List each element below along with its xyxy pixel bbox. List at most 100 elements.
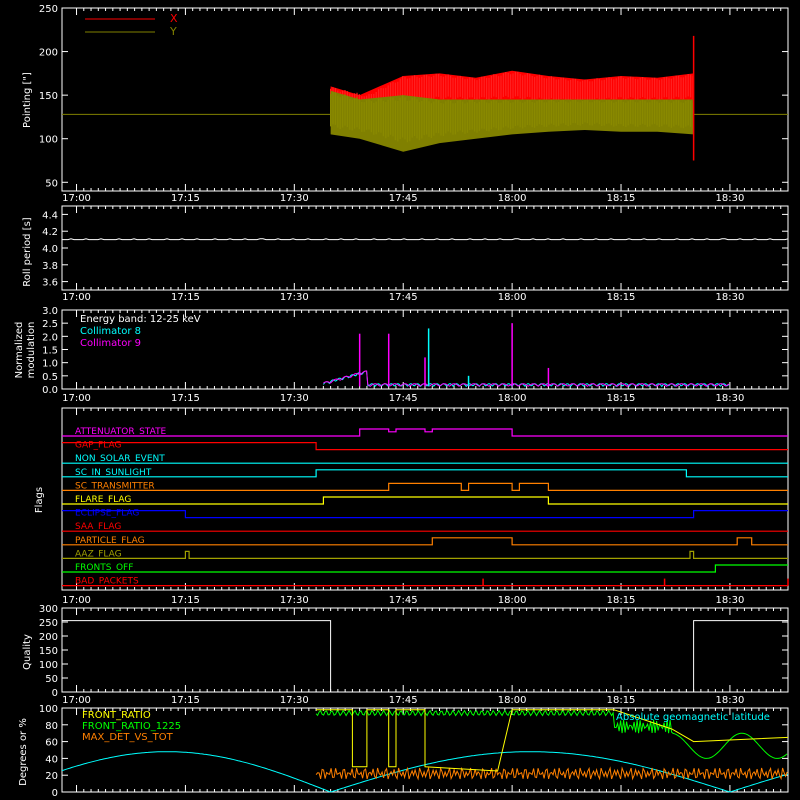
ytick-label: 4.0 <box>42 244 58 255</box>
ratios-yticks: 0 20 40 60 80 100 <box>39 704 788 799</box>
legend-x-label: X <box>170 12 178 25</box>
flag-label: SAA_FLAG <box>75 522 121 532</box>
xtick-label: 17:15 <box>171 595 200 606</box>
flag-label: AAZ_FLAG <box>75 549 122 559</box>
flag-label: ATTENUATOR_STATE <box>75 427 167 437</box>
xtick-label: 17:45 <box>389 292 418 303</box>
xtick-label: 17:30 <box>280 393 309 404</box>
modulation-panel: Normalized modulation 0.0 0.5 1.0 1.5 2.0 2.5… <box>14 306 789 404</box>
ytick-label: 0 <box>52 688 58 699</box>
ytick-label: 150 <box>39 646 58 657</box>
ytick-label: 3.6 <box>42 278 58 289</box>
roll-data <box>62 238 789 241</box>
xtick-label: 17:45 <box>389 695 418 706</box>
ytick-label: 250 <box>39 618 58 629</box>
roll-xticks: 17:00 17:15 17:30 17:45 18:00 18:15 18:30 <box>62 206 782 303</box>
xtick-label: 17:30 <box>280 595 309 606</box>
flag-line <box>62 510 788 519</box>
flag-label: PARTICLE_FLAG <box>75 536 145 546</box>
flag-line <box>62 564 788 573</box>
ytick-label: 1.0 <box>42 359 58 370</box>
ytick-label: 20 <box>45 771 58 782</box>
modulation-data <box>323 323 730 388</box>
xtick-label: 17:45 <box>389 393 418 404</box>
modulation-legend-collimator-9: Collimator 9 <box>80 338 141 349</box>
ytick-label: 3.8 <box>42 261 58 272</box>
ytick-label: 150 <box>39 91 58 102</box>
ratios-ylabel: Degrees or % <box>18 718 29 786</box>
pointing-data <box>62 35 788 161</box>
xtick-label: 18:30 <box>716 393 745 404</box>
modulation-series-collimator-9 <box>323 370 730 388</box>
ytick-label: 80 <box>45 721 58 732</box>
quality-ylabel: Quality <box>22 634 33 670</box>
ytick-label: 200 <box>39 632 58 643</box>
xtick-label: 17:00 <box>62 193 91 204</box>
pointing-xticks: 17:00 17:15 17:30 17:45 18:00 18:15 18:30 <box>62 8 782 204</box>
xtick-label: 17:15 <box>171 292 200 303</box>
quality-data <box>62 620 788 693</box>
flag-label: ECLIPSE_FLAG <box>75 509 139 519</box>
ytick-label: 100 <box>39 135 58 146</box>
quality-yticks: 0 50 100 150 200 250 300 <box>39 604 788 699</box>
ytick-label: 50 <box>45 674 58 685</box>
xtick-label: 17:00 <box>62 292 91 303</box>
ytick-label: 1.5 <box>42 346 58 357</box>
modulation-ylabel-line1: Normalized <box>14 322 25 379</box>
modulation-legend-header: Energy band: 12-25 keV <box>80 314 201 325</box>
xtick-label: 18:30 <box>716 595 745 606</box>
xtick-label: 18:15 <box>607 393 636 404</box>
quality-panel: Quality 0 50 100 150 200 250 300 17:00 17:15 17:… <box>22 604 789 706</box>
flags-ylabel: Flags <box>34 487 45 513</box>
ytick-label: 2.5 <box>42 319 58 330</box>
xtick-label: 17:00 <box>62 595 91 606</box>
flags-data: ATTENUATOR_STATE GAP_FLAG NON_SOLAR_EVENT S… <box>62 427 789 587</box>
xtick-label: 17:15 <box>171 695 200 706</box>
ytick-label: 60 <box>45 738 58 749</box>
ytick-label: 40 <box>45 754 58 765</box>
pointing-ylabel: Pointing ["] <box>22 72 33 128</box>
flag-label: SC_TRANSMITTER <box>75 481 155 491</box>
xtick-label: 18:15 <box>607 193 636 204</box>
flag-label: BAD_PACKETS <box>75 577 139 587</box>
ratios-legend-front-ratio-1225: FRONT_RATIO_1225 <box>82 721 181 732</box>
flag-line <box>62 469 788 478</box>
xtick-label: 17:45 <box>389 595 418 606</box>
xtick-label: 17:30 <box>280 695 309 706</box>
ytick-label: 300 <box>39 604 58 615</box>
xtick-label: 18:30 <box>716 292 745 303</box>
xtick-label: 18:30 <box>716 193 745 204</box>
quality-line <box>62 620 788 693</box>
ytick-label: 0.0 <box>42 385 58 396</box>
ratios-legend-max-det: MAX_DET_VS_TOT <box>82 732 174 743</box>
modulation-yticks: 0.0 0.5 1.0 1.5 2.0 2.5 3.0 <box>42 306 788 396</box>
xtick-label: 18:00 <box>498 393 527 404</box>
roll-yticks: 3.6 3.8 4.0 4.2 4.4 <box>42 210 788 289</box>
pointing-yticks: 50 100 150 200 250 <box>39 4 788 189</box>
ytick-label: 4.4 <box>42 210 58 221</box>
xtick-label: 18:00 <box>498 695 527 706</box>
xtick-label: 17:30 <box>280 292 309 303</box>
flag-label: SC_IN_SUNLIGHT <box>75 468 152 478</box>
flag-line <box>62 428 788 437</box>
flag-line <box>62 537 788 546</box>
flag-label: FLARE_FLAG <box>75 495 131 505</box>
flags-xticks: 17:00 17:15 17:30 17:45 18:00 18:15 18:30 <box>62 408 782 606</box>
ratios-panel: Degrees or % 0 20 40 60 80 100 FRONT_RATIO FR… <box>18 704 789 799</box>
ratios-legend-front-ratio: FRONT_RATIO <box>82 710 151 721</box>
ytick-label: 50 <box>45 178 58 189</box>
xtick-label: 18:15 <box>607 292 636 303</box>
roll-panel: Roll period [s] 3.63.84.04.24.4 17:00 17:… <box>22 205 789 303</box>
xtick-label: 18:15 <box>607 695 636 706</box>
max-det-vs-tot-line <box>315 766 788 781</box>
legend-y-label: Y <box>169 25 177 38</box>
flag-line <box>62 482 788 491</box>
modulation-xticks: 17:00 17:15 17:30 17:45 18:00 18:15 18:30 <box>62 310 782 404</box>
ytick-label: 3.0 <box>42 306 58 317</box>
xtick-label: 17:15 <box>171 393 200 404</box>
ytick-label: 200 <box>39 48 58 59</box>
flag-label: FRONTS_OFF <box>75 563 133 573</box>
xtick-label: 18:15 <box>607 595 636 606</box>
